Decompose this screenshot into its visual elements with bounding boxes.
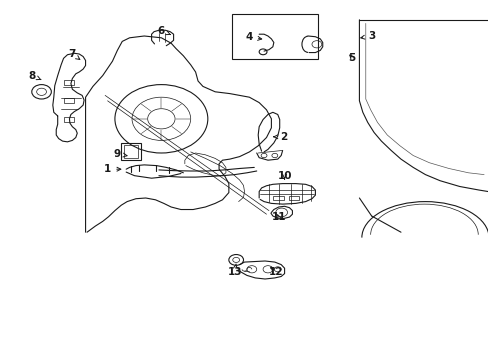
Bar	[288, 196, 299, 200]
Bar	[232, 14, 317, 59]
Text: 7: 7	[68, 49, 80, 59]
Bar	[121, 143, 141, 160]
Text: 13: 13	[227, 264, 242, 277]
Bar	[63, 117, 74, 122]
Text: 10: 10	[277, 171, 291, 181]
Bar	[123, 145, 138, 158]
Text: 9: 9	[114, 149, 127, 159]
Text: 8: 8	[28, 71, 41, 81]
Text: 4: 4	[245, 32, 261, 42]
Bar	[63, 98, 74, 103]
Text: 1: 1	[104, 164, 121, 174]
Text: 11: 11	[271, 212, 285, 222]
Text: 2: 2	[273, 132, 286, 142]
Bar	[63, 80, 74, 85]
Bar	[272, 196, 283, 200]
Text: 5: 5	[348, 53, 355, 63]
Text: 3: 3	[360, 31, 374, 41]
Text: 12: 12	[268, 267, 283, 277]
Text: 6: 6	[158, 26, 170, 36]
